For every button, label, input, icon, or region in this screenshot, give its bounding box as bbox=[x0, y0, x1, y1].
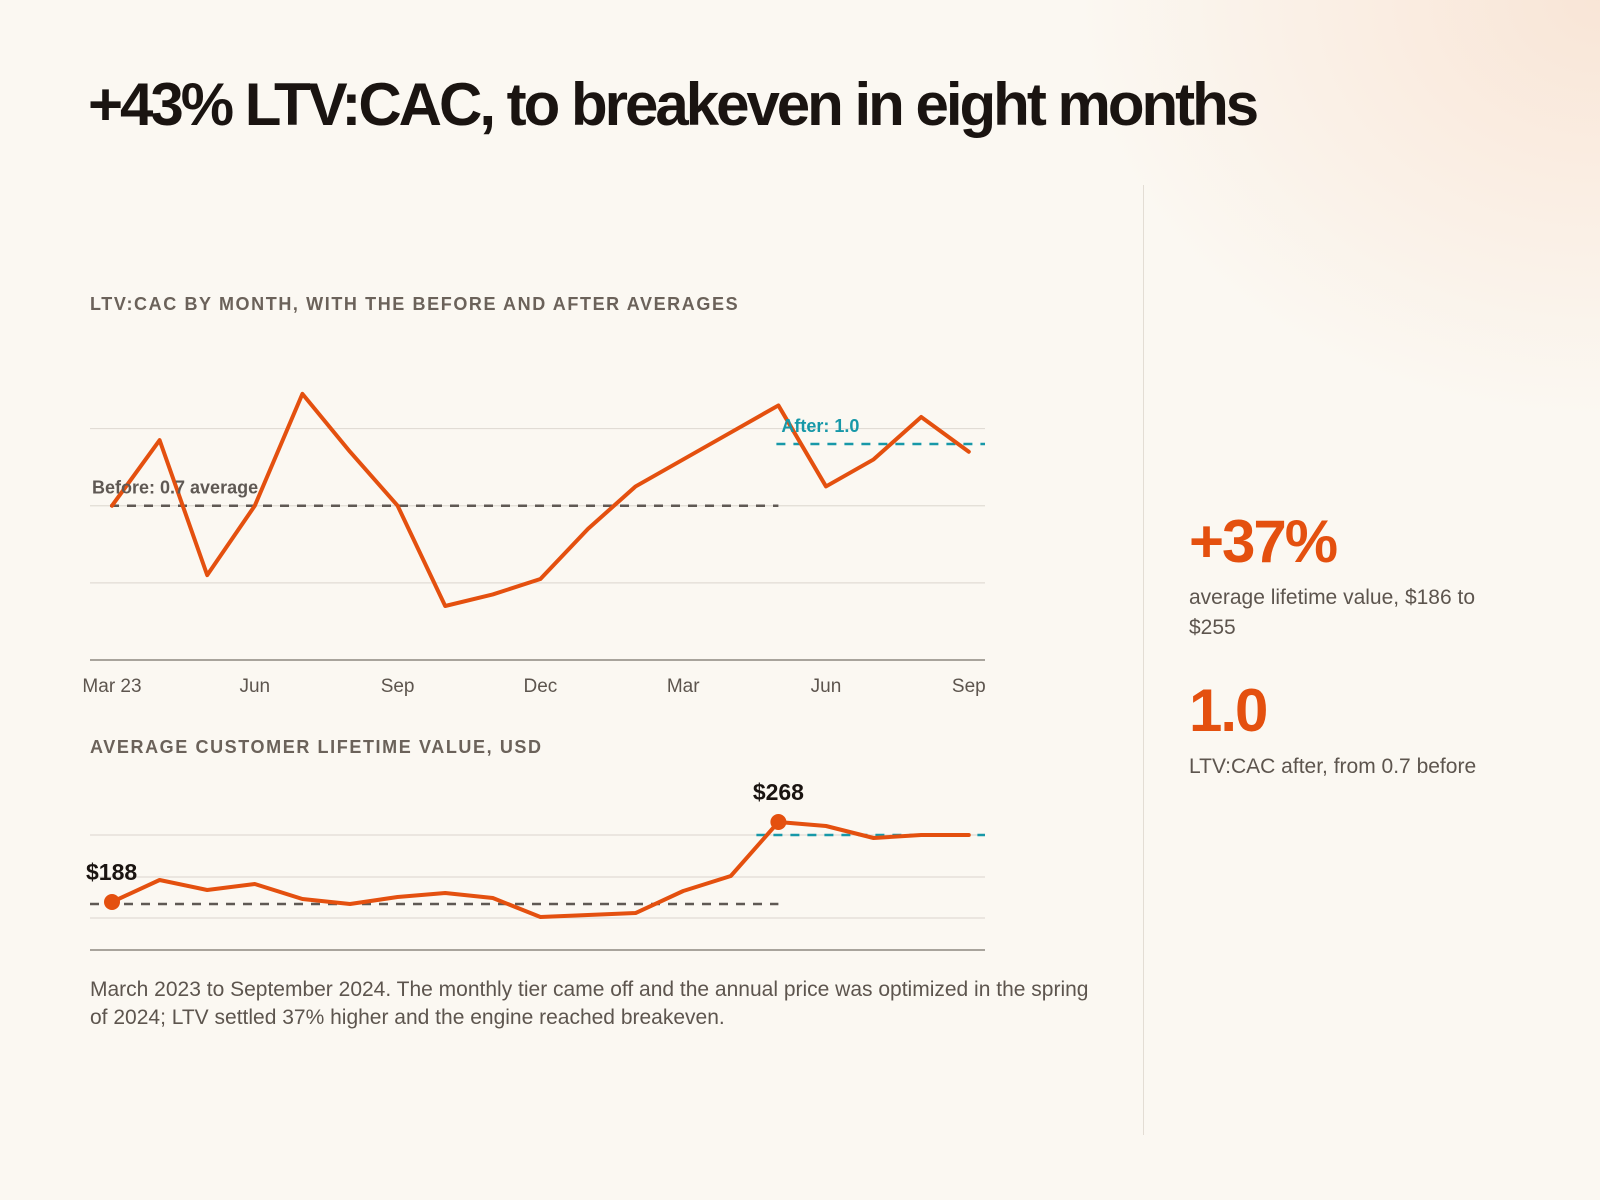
ltv-chart: $188 $268 bbox=[86, 780, 985, 951]
stat-value: 1.0 bbox=[1189, 677, 1268, 744]
ltv-series-line bbox=[110, 820, 971, 919]
stat-ltv-cac-after: 1.0 LTV:CAC after, from 0.7 before bbox=[1189, 676, 1519, 782]
annotation-label: $188 bbox=[86, 859, 137, 885]
stat-value: +37% bbox=[1189, 508, 1338, 575]
vertical-divider bbox=[1143, 185, 1144, 1135]
stat-description: LTV:CAC after, from 0.7 before bbox=[1189, 755, 1477, 778]
after-average-label: After: 1.0 bbox=[781, 416, 859, 436]
annotation-label: $268 bbox=[753, 780, 804, 805]
before-average-label: Before: 0.7 average bbox=[92, 478, 258, 498]
x-tick-label: Jun bbox=[239, 676, 270, 697]
ltv-cac-series-line bbox=[110, 391, 971, 608]
stat-ltv-change: +37% average lifetime value, $186 to $25… bbox=[1189, 507, 1519, 643]
ltv-cac-chart-title: LTV:CAC BY MONTH, WITH THE BEFORE AND AF… bbox=[90, 294, 740, 314]
x-tick-label: Mar bbox=[667, 676, 700, 697]
stat-description: average lifetime value, $186 to $255 bbox=[1189, 586, 1476, 639]
x-tick-label: Sep bbox=[952, 676, 986, 697]
annotation-point bbox=[104, 894, 120, 910]
ltv-chart-title: AVERAGE CUSTOMER LIFETIME VALUE, USD bbox=[90, 737, 543, 757]
x-tick-label: Jun bbox=[811, 676, 842, 697]
chart-footnote: March 2023 to September 2024. The monthl… bbox=[90, 978, 1089, 1029]
x-tick-label: Mar 23 bbox=[82, 676, 141, 697]
page-title: +43% LTV:CAC, to breakeven in eight mont… bbox=[88, 71, 1259, 138]
x-tick-label: Sep bbox=[381, 676, 415, 697]
ltv-cac-chart: Before: 0.7 average After: 1.0 Mar 23 Jun Se… bbox=[82, 391, 986, 697]
annotation-point bbox=[770, 814, 787, 830]
x-tick-label: Dec bbox=[524, 676, 558, 697]
